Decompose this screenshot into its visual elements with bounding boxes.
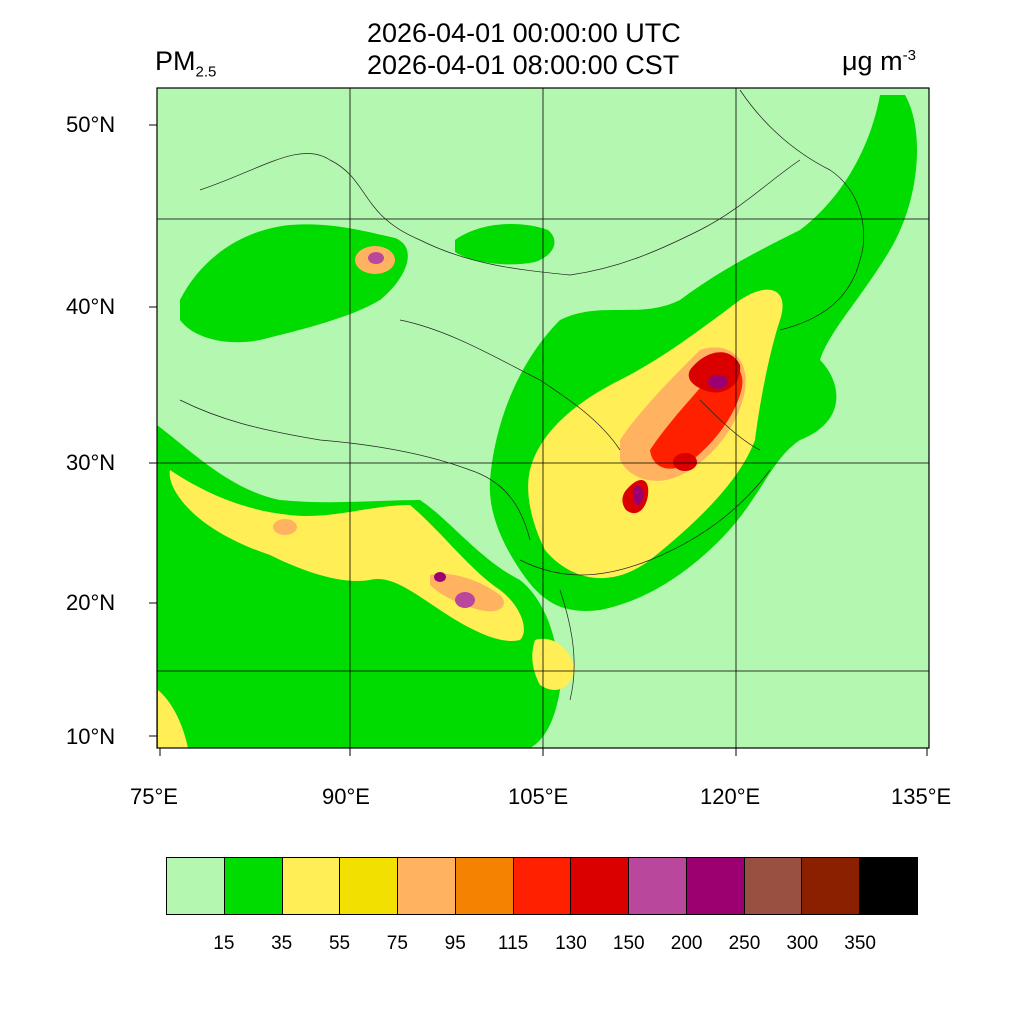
colorbar [166,857,918,915]
pm-region-xinjiang [180,224,408,343]
colorbar-swatch [513,858,572,914]
pm-region-himalaya-yellow [169,470,524,641]
units-label: μg m-3 [842,46,916,76]
lat-tick-30n: 30°N [66,450,116,475]
colorbar-swatch [686,858,745,914]
colorbar-label: 150 [612,933,645,954]
pm-region-south-asia [157,425,560,748]
colorbar-label: 300 [786,933,819,954]
title-utc: 2026-04-01 00:00:00 UTC [367,18,681,48]
lon-tick-105e: 105°E [508,784,569,809]
colorbar-label: 95 [444,933,466,954]
lon-tick-90e: 90°E [322,784,370,809]
lat-tick-10n: 10°N [66,724,116,749]
lon-tick-75e: 75°E [130,784,178,809]
colorbar-swatch [571,858,630,914]
lon-tick-135e: 135°E [891,784,952,809]
colorbar-label: 15 [213,933,235,954]
colorbar-swatch [860,858,917,914]
colorbar-swatch [744,858,803,914]
title-cst: 2026-04-01 08:00:00 CST [367,50,680,80]
lat-tick-40n: 40°N [66,294,116,319]
lat-tick-20n: 20°N [66,590,116,615]
lon-tick-120e: 120°E [700,784,761,809]
colorbar-label: 115 [497,933,529,954]
colorbar-label: 75 [386,933,408,954]
variable-label: PM2.5 [155,46,217,81]
lat-tick-50n: 50°N [66,112,116,137]
colorbar-swatch [340,858,399,914]
colorbar-label: 200 [670,933,703,954]
colorbar-swatch [629,858,687,914]
colorbar-label: 250 [728,933,761,954]
colorbar-label: 55 [328,933,351,954]
colorbar-swatch [398,858,456,914]
colorbar-label: 130 [555,933,587,954]
colorbar-swatch [455,858,514,914]
pm-region-mongolia [455,224,555,265]
colorbar-swatch [282,858,341,914]
colorbar-swatch [802,858,861,914]
colorbar-label: 35 [271,933,293,954]
colorbar-swatch [167,858,225,914]
colorbar-swatch [224,858,283,914]
colorbar-label: 350 [844,933,876,954]
